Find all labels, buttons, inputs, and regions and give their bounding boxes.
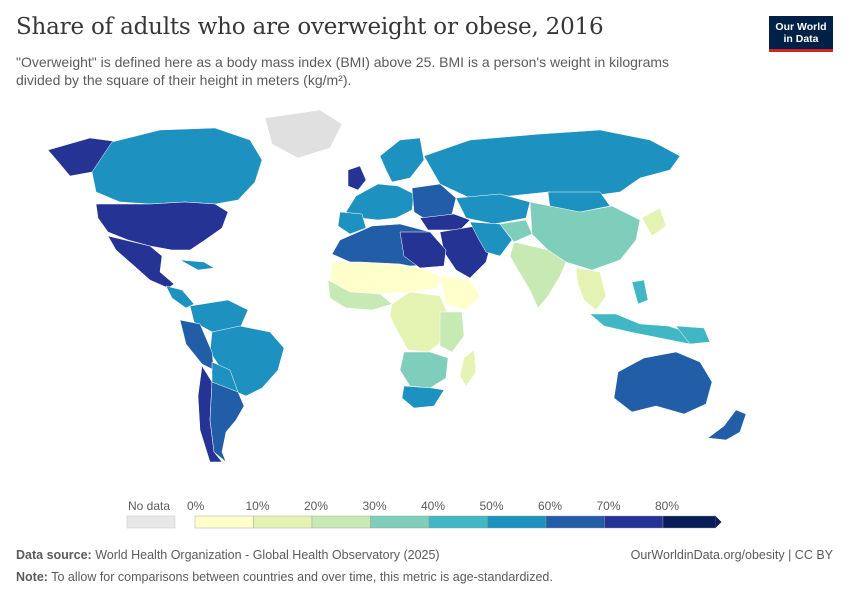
region-greenland[interactable]: [264, 109, 343, 159]
legend-tick-labels: 0% 10% 20% 30% 40% 50% 60% 70% 80%: [187, 499, 679, 513]
legend-tick-4: 40%: [421, 499, 445, 513]
region-south-africa[interactable]: [401, 385, 445, 409]
legend-bin-6[interactable]: [545, 515, 605, 529]
legend-bin-7[interactable]: [604, 515, 664, 529]
owid-logo[interactable]: Our World in Data: [769, 16, 833, 52]
region-philippines[interactable]: [631, 279, 649, 305]
region-west-africa[interactable]: [327, 279, 393, 311]
footer-url[interactable]: OurWorldinData.org/obesity | CC BY: [630, 548, 833, 562]
legend-no-data-label: No data: [128, 499, 170, 513]
region-madagascar[interactable]: [459, 349, 477, 387]
region-usa[interactable]: [95, 201, 229, 251]
note-text: To allow for comparisons between countri…: [51, 570, 553, 584]
logo-line-1: Our World: [775, 21, 827, 33]
region-uk[interactable]: [347, 165, 367, 191]
region-horn-africa[interactable]: [439, 275, 481, 311]
legend-tick-6: 60%: [538, 499, 562, 513]
region-central-africa[interactable]: [389, 291, 449, 353]
legend-tick-3: 30%: [363, 499, 387, 513]
source-label: Data source:: [16, 548, 92, 562]
region-papua[interactable]: [675, 325, 711, 345]
legend-tick-1: 10%: [246, 499, 270, 513]
chart-subtitle: "Overweight" is defined here as a body m…: [16, 54, 670, 88]
region-turkey[interactable]: [419, 213, 471, 231]
region-egypt-libya[interactable]: [399, 231, 447, 269]
region-mexico[interactable]: [107, 235, 175, 289]
region-caribbean[interactable]: [179, 259, 215, 271]
region-east-africa[interactable]: [439, 311, 465, 353]
note-label: Note:: [16, 570, 48, 584]
region-scandinavia[interactable]: [379, 137, 425, 183]
region-argentina[interactable]: [209, 381, 245, 463]
region-canada[interactable]: [91, 127, 263, 205]
legend-bin-2[interactable]: [311, 515, 371, 529]
footer-note: Note: To allow for comparisons between c…: [16, 570, 553, 584]
legend-bin-5[interactable]: [487, 515, 547, 529]
region-new-zealand[interactable]: [707, 409, 747, 441]
region-iberia[interactable]: [337, 211, 367, 235]
region-australia[interactable]: [613, 351, 713, 415]
legend-bin-4[interactable]: [428, 515, 488, 529]
legend-bin-1[interactable]: [253, 515, 313, 529]
footer-source: Data source: World Health Organization -…: [16, 548, 440, 562]
map-legend: No data 0% 10% 20% 30% 40% 50% 60% 70% 80%: [126, 499, 722, 529]
legend-tick-7: 70%: [597, 499, 621, 513]
legend-tick-0: 0%: [187, 499, 205, 513]
source-text[interactable]: World Health Organization - Global Healt…: [95, 548, 440, 562]
legend-tick-8: 80%: [655, 499, 679, 513]
region-southern-africa[interactable]: [399, 351, 449, 389]
legend-tick-5: 50%: [480, 499, 504, 513]
legend-bin-0[interactable]: [194, 515, 254, 529]
region-southeast-asia[interactable]: [575, 267, 607, 311]
legend-bin-3[interactable]: [370, 515, 430, 529]
chart-title: Share of adults who are overweight or ob…: [16, 14, 604, 40]
legend-color-bins: [194, 515, 722, 529]
region-central-america[interactable]: [165, 285, 195, 309]
region-korea-japan[interactable]: [641, 207, 667, 237]
legend-tick-2: 20%: [304, 499, 328, 513]
region-kazakhstan[interactable]: [455, 193, 531, 225]
legend-no-data-swatch: [126, 515, 176, 529]
legend-bin-8[interactable]: [662, 515, 716, 529]
region-russia[interactable]: [423, 129, 681, 199]
region-china[interactable]: [529, 201, 641, 271]
region-india[interactable]: [509, 241, 567, 309]
legend-arrow-tip: [715, 516, 722, 528]
world-map[interactable]: No data 0% 10% 20% 30% 40% 50% 60% 70% 80%: [0, 100, 850, 540]
logo-line-2: in Data: [783, 33, 819, 45]
